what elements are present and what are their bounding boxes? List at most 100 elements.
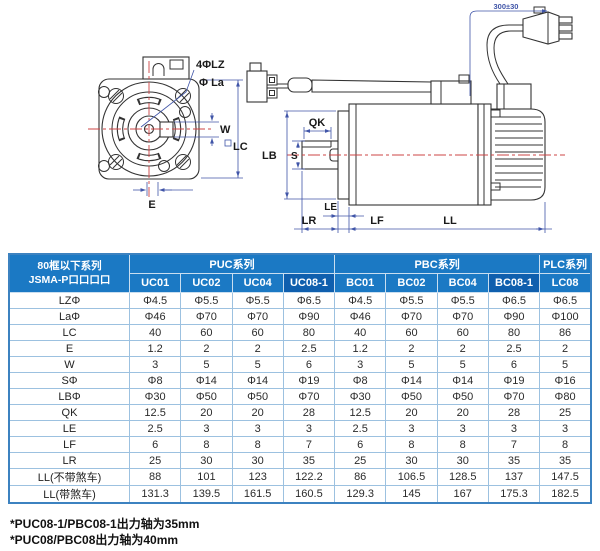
- cell-12-3: 160.5: [282, 485, 336, 504]
- cell-2-0: 40: [128, 324, 182, 341]
- cell-11-2: 123: [231, 468, 284, 486]
- footnotes: *PUC08-1/PBC08-1出力轴为35mm *PUC08/PBC08出力轴…: [10, 516, 600, 548]
- side-dimensions: [284, 9, 552, 233]
- cell-7-1: 20: [180, 404, 233, 421]
- cell-12-4: 129.3: [334, 485, 387, 504]
- cell-10-0: 25: [128, 452, 182, 469]
- cell-3-2: 2: [231, 340, 284, 357]
- cell-12-5: 145: [385, 485, 438, 504]
- cell-12-0: 131.3: [128, 485, 182, 504]
- table-row: SΦ Φ8 Φ14 Φ14 Φ19 Φ8 Φ14 Φ14 Φ19 Φ16: [8, 372, 592, 389]
- cell-8-0: 2.5: [128, 420, 182, 437]
- label-body-length: LL: [443, 215, 457, 227]
- square-symbol: [224, 139, 232, 147]
- label-lf: LF: [370, 215, 384, 227]
- column-header-UC02: UC02: [180, 273, 233, 293]
- cell-9-3: 7: [282, 436, 336, 453]
- cell-2-8: 86: [539, 324, 592, 341]
- cell-10-1: 30: [180, 452, 233, 469]
- motor-body: [348, 74, 492, 206]
- cell-1-6: Φ70: [436, 308, 489, 325]
- row-label-0: LZΦ: [8, 292, 130, 309]
- cell-5-7: Φ19: [487, 372, 541, 389]
- cell-1-7: Φ90: [487, 308, 541, 325]
- table-row: LE 2.5 3 3 3 2.5 3 3 3 3: [8, 420, 592, 437]
- cell-5-4: Φ8: [334, 372, 387, 389]
- cell-9-1: 8: [180, 436, 233, 453]
- cell-4-6: 5: [436, 356, 489, 373]
- cell-0-4: Φ4.5: [334, 292, 387, 309]
- table-row: LR 25 30 30 35 25 30 30 35 35: [8, 452, 592, 469]
- table-row: QK 12.5 20 20 28 12.5 20 20 28 25: [8, 404, 592, 421]
- cell-3-4: 1.2: [334, 340, 387, 357]
- table-row: LaΦ Φ46 Φ70 Φ70 Φ90 Φ46 Φ70 Φ70 Φ90 Φ100: [8, 308, 592, 325]
- rear-housing: [490, 83, 546, 201]
- cell-2-1: 60: [180, 324, 233, 341]
- cell-4-1: 5: [180, 356, 233, 373]
- table-corner-header: 80框以下系列 JSMA-P口口口口: [8, 253, 130, 293]
- spec-table-head: 80框以下系列 JSMA-P口口口口 PUC系列 PBC系列 PLC系列 UC01 UC02…: [8, 253, 592, 293]
- cell-11-3: 122.2: [282, 468, 336, 486]
- front-view: [88, 56, 213, 197]
- column-header-UC01: UC01: [128, 273, 182, 293]
- cell-3-8: 2: [539, 340, 592, 357]
- column-header-BC08-1: BC08-1: [487, 273, 541, 293]
- cell-6-1: Φ50: [180, 388, 233, 405]
- cell-8-7: 3: [487, 420, 541, 437]
- cell-2-6: 60: [436, 324, 489, 341]
- cell-10-2: 30: [231, 452, 284, 469]
- cell-5-6: Φ14: [436, 372, 489, 389]
- corner-line-1: 80框以下系列: [37, 259, 102, 272]
- cell-4-4: 3: [334, 356, 387, 373]
- label-shaft-length: LR: [302, 215, 317, 227]
- cell-0-5: Φ5.5: [385, 292, 438, 309]
- cell-6-3: Φ70: [282, 388, 336, 405]
- cell-0-7: Φ6.5: [487, 292, 541, 309]
- label-cable-length: 300±30: [494, 2, 519, 11]
- cell-8-8: 3: [539, 420, 592, 437]
- spec-table: 80框以下系列 JSMA-P口口口口 PUC系列 PBC系列 PLC系列 UC01 UC02…: [8, 253, 592, 504]
- cell-8-4: 2.5: [334, 420, 387, 437]
- cell-0-2: Φ5.5: [231, 292, 284, 309]
- cell-7-7: 28: [487, 404, 541, 421]
- cell-5-1: Φ14: [180, 372, 233, 389]
- label-bolt-holes: 4ΦLZ: [196, 59, 225, 71]
- cell-8-2: 3: [231, 420, 284, 437]
- cell-1-5: Φ70: [385, 308, 438, 325]
- cell-0-8: Φ6.5: [539, 292, 592, 309]
- column-header-UC04: UC04: [231, 273, 284, 293]
- column-header-UC08-1: UC08-1: [282, 273, 336, 293]
- cooling-ribs: [495, 116, 543, 188]
- table-row: LZΦ Φ4.5 Φ5.5 Φ5.5 Φ6.5 Φ4.5 Φ5.5 Φ5.5 Φ6.5 Φ6.5: [8, 292, 592, 309]
- table-row: E 1.2 2 2 2.5 1.2 2 2 2.5 2: [8, 340, 592, 357]
- label-pilot-dia: Φ La: [199, 77, 225, 89]
- label-le: LE: [324, 202, 337, 213]
- cell-6-2: Φ50: [231, 388, 284, 405]
- cell-7-2: 20: [231, 404, 284, 421]
- spec-table-body: LZΦ Φ4.5 Φ5.5 Φ5.5 Φ6.5 Φ4.5 Φ5.5 Φ5.5 Φ6.5 Φ6.5 L…: [8, 292, 592, 504]
- terminal-connector-front: [142, 56, 190, 80]
- cell-5-2: Φ14: [231, 372, 284, 389]
- cell-6-5: Φ50: [385, 388, 438, 405]
- cell-5-8: Φ16: [539, 372, 592, 389]
- cell-10-6: 30: [436, 452, 489, 469]
- cell-10-5: 30: [385, 452, 438, 469]
- cell-10-3: 35: [282, 452, 336, 469]
- header-column-row: UC01 UC02 UC04 UC08-1 BC01 BC02 BC04 BC08-1 LC08: [9, 273, 592, 293]
- cell-0-6: Φ5.5: [436, 292, 489, 309]
- cell-5-0: Φ8: [128, 372, 182, 389]
- group-header-2: PLC系列: [539, 253, 592, 274]
- cell-2-4: 40: [334, 324, 387, 341]
- row-label-3: E: [8, 340, 130, 357]
- cell-1-8: Φ100: [539, 308, 592, 325]
- cell-9-8: 8: [539, 436, 592, 453]
- row-label-5: SΦ: [8, 372, 130, 389]
- cell-4-3: 6: [282, 356, 336, 373]
- label-frame-size: LC: [233, 141, 248, 153]
- row-label-7: QK: [8, 404, 130, 421]
- power-connector: [522, 6, 573, 45]
- table-row: LBΦ Φ30 Φ50 Φ50 Φ70 Φ30 Φ50 Φ50 Φ70 Φ80: [8, 388, 592, 405]
- cell-2-3: 80: [282, 324, 336, 341]
- side-view: [246, 6, 573, 206]
